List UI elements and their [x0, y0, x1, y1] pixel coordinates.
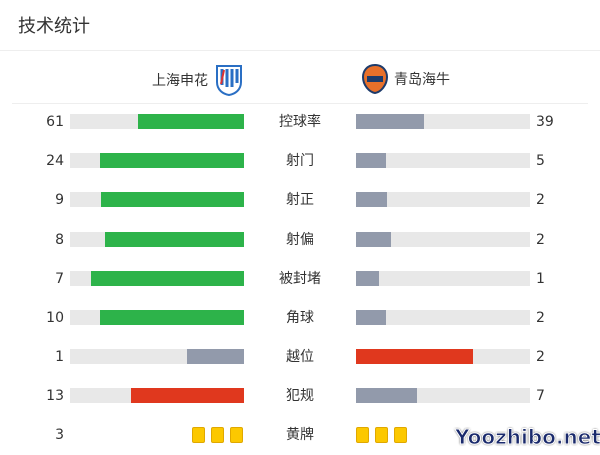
away-bar [356, 114, 530, 129]
home-bar [70, 388, 244, 404]
away-value: 5 [536, 153, 545, 170]
away-bar-fill [356, 310, 386, 325]
stat-label: 射正 [286, 192, 314, 209]
away-bar [356, 270, 530, 286]
home-bar-fill [130, 388, 244, 404]
yellow-card-icon [356, 427, 369, 443]
stat-row: 24 射门 5 [0, 152, 600, 170]
home-bar-fill [90, 270, 244, 286]
away-bar [356, 192, 530, 208]
home-bar [70, 192, 244, 208]
away-bar-fill [356, 270, 379, 286]
stat-row: 10 角球 2 [0, 309, 600, 327]
away-bar-fill [356, 114, 424, 129]
away-bar [356, 153, 530, 169]
home-value: 1 [55, 349, 64, 366]
stat-row: 1 越位 2 [0, 348, 600, 366]
away-value: 2 [536, 349, 545, 366]
away-team-name: 青岛海牛 [394, 72, 450, 88]
away-bar-fill [356, 231, 391, 247]
divider [12, 103, 588, 104]
home-value: 13 [46, 388, 64, 405]
stat-row: 7 被封堵 1 [0, 270, 600, 288]
home-bar-fill [137, 114, 244, 129]
stat-row: 8 射偏 2 [0, 231, 600, 249]
page-title: 技术统计 [18, 16, 90, 37]
hainiu-crest-icon [362, 64, 388, 94]
home-bar-fill [99, 310, 244, 325]
home-bar [70, 231, 244, 247]
home-team: 上海申花 [152, 64, 244, 96]
away-bar [356, 349, 530, 365]
away-team: 青岛海牛 [362, 64, 450, 94]
home-value: 24 [46, 153, 64, 170]
divider [0, 50, 600, 51]
stat-row-yellow-cards: 3 黄牌 [0, 426, 600, 444]
away-bar-fill [356, 388, 417, 404]
home-bar-fill [186, 349, 244, 365]
away-bar [356, 310, 530, 325]
watermark: Yoozhibo.net [455, 425, 600, 450]
home-bar-fill [99, 153, 244, 169]
home-bar [70, 349, 244, 365]
home-value: 61 [46, 114, 64, 130]
stat-label: 被封堵 [279, 270, 321, 287]
away-value: 39 [536, 114, 554, 130]
shenhua-crest-icon [216, 65, 242, 96]
home-bar-fill [104, 231, 244, 247]
away-value: 2 [536, 192, 545, 209]
home-value: 9 [55, 192, 64, 209]
away-value: 1 [536, 270, 545, 287]
stat-row: 13 犯规 7 [0, 387, 600, 405]
stat-row: 61 控球率 39 [0, 113, 600, 131]
away-value: 2 [536, 231, 545, 248]
yellow-card-icon [211, 427, 224, 443]
home-bar [70, 310, 244, 325]
stat-label: 越位 [286, 349, 314, 366]
home-bar [70, 153, 244, 169]
home-bar-fill [101, 192, 244, 208]
away-value: 7 [536, 388, 545, 405]
home-team-name: 上海申花 [152, 73, 208, 89]
yellow-card-icon [230, 427, 243, 443]
stat-label: 犯规 [286, 388, 314, 405]
away-value: 2 [536, 310, 545, 326]
stat-label: 射门 [286, 153, 314, 170]
stat-row: 9 射正 2 [0, 191, 600, 209]
home-value: 7 [55, 270, 64, 287]
away-bar [356, 231, 530, 247]
home-bar [70, 270, 244, 286]
stat-label: 角球 [286, 310, 314, 326]
stat-label: 射偏 [286, 231, 314, 248]
stat-label: 黄牌 [286, 427, 314, 443]
yellow-card-icon [375, 427, 388, 443]
home-value: 10 [46, 310, 64, 326]
yellow-card-icon [394, 427, 407, 443]
home-value: 8 [55, 231, 64, 248]
home-bar [70, 114, 244, 129]
away-bar-fill [356, 153, 386, 169]
away-bar-fill [356, 349, 473, 365]
stat-label: 控球率 [279, 114, 321, 130]
away-bar [356, 388, 530, 404]
yellow-card-icon [192, 427, 205, 443]
away-bar-fill [356, 192, 388, 208]
home-value: 3 [55, 427, 64, 443]
